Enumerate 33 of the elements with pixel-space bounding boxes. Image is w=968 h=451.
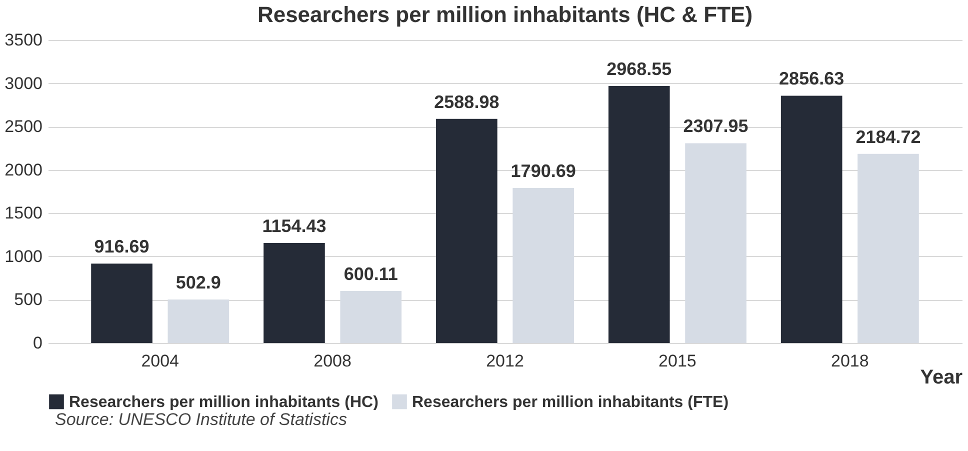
legend-label: Researchers per million inhabitants (HC) — [69, 394, 378, 411]
y-tick-label: 2500 — [4, 117, 42, 136]
data-label: 2968.55 — [606, 59, 672, 80]
y-tick-label: 0 — [33, 334, 42, 352]
x-axis-title: Year — [920, 366, 963, 388]
bar — [91, 264, 152, 343]
data-label: 2856.63 — [779, 68, 844, 89]
x-tick-label: 2004 — [141, 352, 180, 370]
legend-label: Researchers per million inhabitants (FTE) — [412, 394, 729, 411]
bar — [608, 86, 670, 343]
y-tick-label: 2000 — [4, 160, 42, 180]
y-tick-label: 500 — [14, 290, 42, 310]
y-tick-label: 3000 — [4, 74, 42, 93]
y-tick-label: 1500 — [4, 204, 42, 223]
data-label: 600.11 — [344, 264, 398, 284]
x-tick-label: 2012 — [486, 352, 524, 370]
bar — [264, 243, 325, 343]
data-label: 1790.69 — [510, 160, 576, 181]
chart-title: Researchers per million inhabitants (HC & FTE) — [257, 2, 753, 27]
y-tick-label: 1000 — [4, 246, 42, 266]
y-tick-label: 3500 — [4, 30, 42, 50]
data-label: 2588.98 — [434, 92, 500, 112]
x-tick-label: 2018 — [830, 352, 869, 370]
bar — [436, 118, 498, 343]
data-label: 2307.95 — [683, 116, 748, 136]
data-label: 2184.72 — [856, 126, 921, 147]
bar — [780, 96, 842, 343]
data-label: 1154.43 — [262, 216, 326, 236]
data-label: 502.9 — [176, 272, 221, 292]
x-tick-label: 2015 — [658, 352, 696, 370]
data-label: 916.69 — [94, 236, 150, 257]
source-note: Source: UNESCO Institute of Statistics — [55, 410, 348, 430]
x-tick-label: 2008 — [314, 352, 352, 370]
